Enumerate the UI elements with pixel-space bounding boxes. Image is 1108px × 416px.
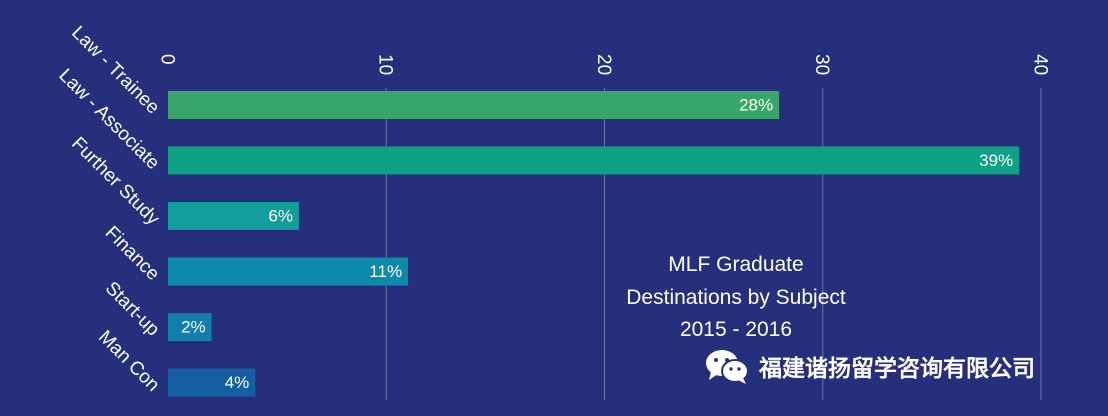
bar	[168, 146, 1020, 175]
x-tick-label: 10	[375, 54, 396, 75]
x-tick-label: 0	[156, 54, 177, 65]
data-label: 28%	[739, 96, 773, 115]
bar	[168, 91, 780, 119]
bar	[168, 202, 299, 230]
data-label: 6%	[268, 207, 293, 226]
category-label: Law - Associate	[54, 65, 163, 174]
chart-title: MLF Graduate Destinations by Subject 201…	[626, 253, 846, 341]
category-label: Finance	[101, 222, 164, 285]
watermark-text: 福建谐扬留学咨询有限公司	[759, 356, 1035, 382]
x-tick-label: 40	[1029, 54, 1050, 75]
data-label: 2%	[181, 318, 206, 337]
chart-title-line-1: MLF Graduate	[668, 253, 803, 276]
data-label: 39%	[979, 151, 1013, 170]
wechat-icon	[706, 350, 749, 384]
chart-title-line-3: 2015 - 2016	[680, 318, 792, 341]
data-labels: 28% 39% 6% 11% 2% 4%	[181, 96, 1013, 393]
bar	[168, 368, 256, 397]
watermark: 福建谐扬留学咨询有限公司	[703, 346, 1035, 386]
data-label: 4%	[225, 373, 250, 392]
chart-title-line-2: Destinations by Subject	[626, 286, 846, 309]
gridlines	[385, 88, 1042, 400]
bars	[168, 91, 1020, 397]
bar	[168, 313, 212, 341]
x-axis-ticks: 0 10 20 30 40	[156, 54, 1050, 75]
data-label: 11%	[369, 262, 402, 281]
x-tick-label: 20	[593, 54, 614, 75]
category-label: Man Con	[94, 327, 163, 396]
bar	[168, 257, 409, 286]
x-tick-label: 30	[811, 54, 832, 75]
